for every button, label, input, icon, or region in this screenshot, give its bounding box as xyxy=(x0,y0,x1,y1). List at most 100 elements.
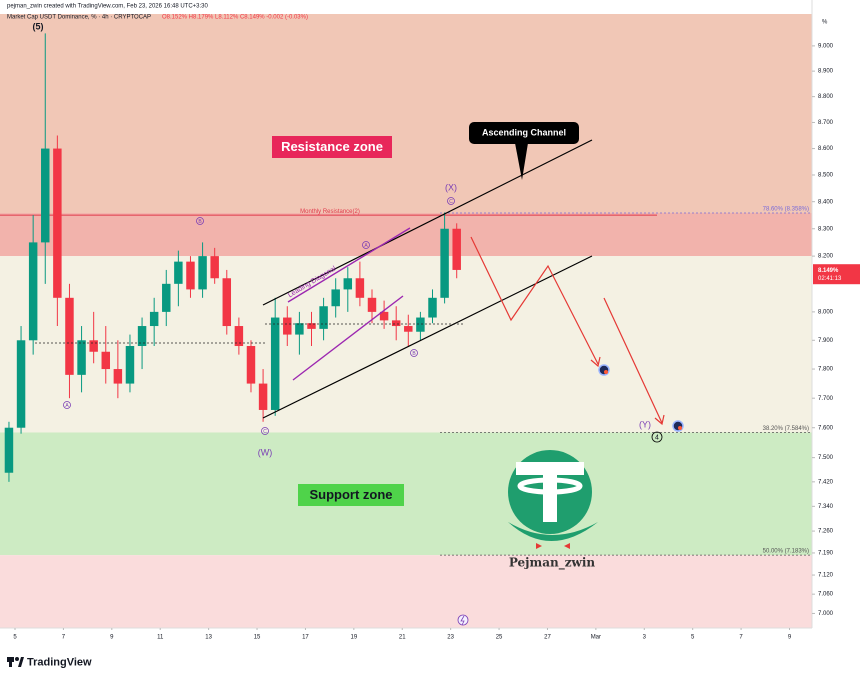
candle-body xyxy=(343,278,353,290)
y-tick-label: 7.260 xyxy=(818,529,834,535)
target-icon xyxy=(678,426,682,430)
diagonal-line xyxy=(287,227,411,303)
callout-text: Ascending Channel xyxy=(482,127,566,137)
candle-body xyxy=(331,289,340,307)
chart-title: Market Cap USDT Dominance, % · 4h · CRYP… xyxy=(7,15,151,21)
wave-label: (Y) xyxy=(639,419,651,429)
wave-label: B xyxy=(198,219,202,225)
wave-label: A xyxy=(65,403,69,409)
x-tick-label: 5 xyxy=(13,635,17,641)
x-tick-label: 27 xyxy=(544,635,551,641)
wave-label: 4 xyxy=(655,434,659,441)
drawings: Ascending Channel Leading Diagonal Resis… xyxy=(33,21,684,626)
y-unit: % xyxy=(822,20,828,26)
x-tick-label: 9 xyxy=(110,635,114,641)
level-label: Monthly Resistance(2) xyxy=(300,209,360,215)
candle-body xyxy=(16,340,26,428)
logo-t xyxy=(517,477,583,495)
wave-circle xyxy=(63,401,71,409)
y-tick-label: 8.800 xyxy=(818,94,834,100)
wave-circle xyxy=(447,197,455,205)
price-label-box xyxy=(813,264,860,285)
x-tick-label: 11 xyxy=(157,635,164,641)
level-label: 50.00% (7.183%) xyxy=(763,549,809,555)
y-tick-label: 7.500 xyxy=(818,455,834,461)
target-icon xyxy=(598,364,610,376)
y-tick-label: 7.700 xyxy=(818,396,834,402)
countdown: 02:41:13 xyxy=(818,276,842,282)
header-text: pejman_zwin created with TradingView.com… xyxy=(7,4,209,10)
y-tick-label: 8.200 xyxy=(818,254,834,260)
wave-circle xyxy=(196,217,204,225)
candle-body xyxy=(367,297,377,312)
ohlc-label: O8.152% H8.179% L8.112% C8.149% -0.002 (… xyxy=(162,15,308,21)
candle-body xyxy=(101,351,111,370)
candle-body xyxy=(391,320,401,327)
wave-label: C xyxy=(263,429,267,435)
x-axis-panel xyxy=(0,628,860,645)
candle-body xyxy=(246,346,256,384)
candle-body xyxy=(319,306,328,329)
level-label: 38.20% (7.584%) xyxy=(763,426,809,432)
x-tick-label: Mar xyxy=(591,635,601,641)
x-tick-label: 13 xyxy=(205,635,212,641)
logo-shape xyxy=(15,657,19,661)
x-tick-label: 9 xyxy=(788,635,792,641)
resistance-box xyxy=(272,136,392,158)
price-label: 8.149% xyxy=(818,268,839,274)
event-icon xyxy=(457,614,469,626)
candle-body xyxy=(295,323,304,335)
arrow-head xyxy=(590,356,601,368)
wave-label: A xyxy=(364,243,368,249)
y-tick-label: 8.600 xyxy=(818,146,834,152)
candle-body xyxy=(234,326,244,347)
x-tick-label: 15 xyxy=(254,635,261,641)
logo-mark xyxy=(536,543,542,549)
y-tick-label: 7.340 xyxy=(818,504,834,510)
wave-label: (W) xyxy=(258,447,273,457)
y-tick-label: 8.700 xyxy=(818,120,834,126)
candle-body xyxy=(283,317,292,335)
candle-body xyxy=(53,148,62,298)
target-icon xyxy=(672,420,684,432)
target-icon xyxy=(604,370,608,374)
candle-body xyxy=(174,261,183,284)
wave-circle xyxy=(261,427,269,435)
channel-line xyxy=(262,139,593,306)
candle-body xyxy=(404,326,413,332)
x-tick-label: 7 xyxy=(739,635,743,641)
candle-body xyxy=(186,261,195,290)
x-tick-label: 19 xyxy=(350,635,357,641)
zone xyxy=(0,14,812,214)
candle-body xyxy=(258,383,268,410)
x-tick-label: 3 xyxy=(643,635,647,641)
wave-label: C xyxy=(449,199,453,205)
projection-arrow xyxy=(470,236,599,365)
logo-shape xyxy=(18,657,24,667)
logo-arc xyxy=(508,522,598,541)
wave-label: (X) xyxy=(445,182,457,192)
callout-box xyxy=(469,122,579,144)
arrow-head xyxy=(654,414,665,426)
y-tick-label: 7.800 xyxy=(818,367,834,373)
y-axis-panel xyxy=(812,0,860,645)
y-tick-label: 8.900 xyxy=(818,69,834,75)
event-icon xyxy=(460,615,465,626)
author-label: Pejman_zwin xyxy=(509,556,596,571)
candle-body xyxy=(125,346,135,384)
x-tick-label: 23 xyxy=(447,635,454,641)
candle-body xyxy=(307,323,316,329)
y-tick-label: 7.600 xyxy=(818,425,834,431)
candle-body xyxy=(162,283,171,312)
candle-body xyxy=(89,340,98,352)
y-tick-label: 7.060 xyxy=(818,592,834,598)
wave-circle xyxy=(362,241,370,249)
candle-body xyxy=(28,242,38,341)
candle-body xyxy=(113,369,123,384)
wave-circle xyxy=(651,431,663,443)
y-tick-label: 7.000 xyxy=(818,611,834,617)
zone xyxy=(0,555,812,628)
y-tick-label: 9.000 xyxy=(818,43,834,49)
projection-arrow xyxy=(603,297,663,424)
